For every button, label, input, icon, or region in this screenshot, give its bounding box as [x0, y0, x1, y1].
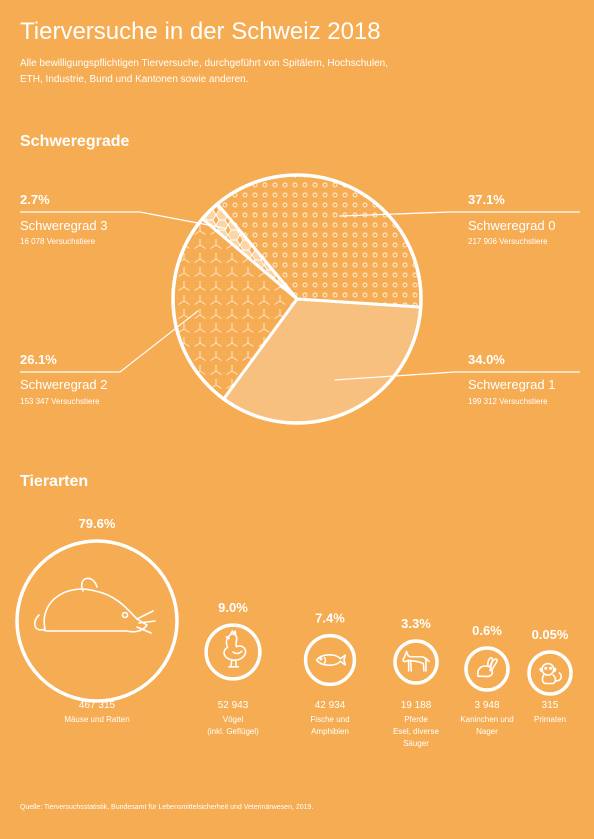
bubble-horse [393, 639, 439, 685]
bubble-bird [204, 623, 262, 681]
species-section-title: Tierarten [20, 473, 89, 490]
grade0-label: Schweregrad 0 [468, 218, 556, 233]
monkey-icon [539, 662, 563, 685]
horse-icon [402, 650, 430, 672]
bubble-rabbit [464, 646, 510, 692]
bubble-label-fish-line1: Fische und [310, 715, 349, 724]
bubble-percent-bird: 9.0% [218, 600, 248, 615]
bubble-percent-horse: 3.3% [401, 616, 431, 631]
bubble-label-primate-line1: Primaten [534, 715, 566, 724]
bubble-count-primate: 315 [542, 700, 559, 711]
rabbit-icon [476, 657, 498, 678]
bubble-percent-primate: 0.05% [532, 627, 569, 642]
bubble-label-horse-line2: Esel, diverse [393, 727, 439, 736]
bubble-count-rabbit: 3 948 [474, 700, 499, 711]
bubble-label-mouse-line1: Mäuse und Ratten [64, 715, 129, 724]
bubble-label-fish-line2: Amphibien [311, 727, 349, 736]
leader-grade1 [334, 371, 580, 381]
bubble-label-bird-line1: Vögel [223, 715, 244, 724]
bubble-percent-mouse: 79.6% [79, 516, 116, 531]
bubble-mouse [15, 539, 179, 703]
page-title: Tierversuche in der Schweiz 2018 [20, 18, 381, 45]
source-note: Quelle: Tierversuchsstatistik, Bundesamt… [20, 804, 314, 811]
fish-icon [315, 654, 347, 666]
leader-grade2 [20, 310, 199, 373]
bubble-primate [527, 650, 573, 696]
mouse-icon [33, 577, 156, 634]
bubble-count-fish: 42 934 [315, 700, 346, 711]
grade3-count: 16 078 Versuchstiere [20, 237, 96, 246]
pie-outline [171, 173, 423, 425]
bubble-label-bird-line2: (inkl. Geflügel) [207, 727, 259, 736]
grade3-label: Schweregrad 3 [20, 218, 108, 233]
grade2-label: Schweregrad 2 [20, 377, 108, 392]
chicken-icon [223, 630, 247, 668]
grade1-percent: 34.0% [468, 352, 505, 367]
bubble-label-rabbit-line2: Nager [476, 727, 498, 736]
severity-section-title: Schweregrade [20, 133, 130, 150]
grade1-label: Schweregrad 1 [468, 377, 556, 392]
grade1-count: 199 312 Versuchstiere [468, 397, 548, 406]
leader-grade3 [20, 211, 228, 230]
bubble-label-horse-line1: Pferde [404, 715, 428, 724]
bubble-count-mouse: 467 315 [79, 700, 116, 711]
bubble-percent-rabbit: 0.6% [472, 623, 502, 638]
bubble-count-horse: 19 188 [401, 700, 432, 711]
grade0-count: 217 906 Versuchstiere [468, 237, 548, 246]
bubble-percent-fish: 7.4% [315, 611, 345, 626]
leader-grade0 [339, 211, 580, 217]
grade3-percent: 2.7% [20, 192, 50, 207]
grade2-count: 153 347 Versuchstiere [20, 397, 100, 406]
grade0-percent: 37.1% [468, 192, 505, 207]
grade2-percent: 26.1% [20, 352, 57, 367]
bubble-fish [303, 633, 357, 687]
page-subtitle: Alle bewilligungspflichtigen Tierversuch… [20, 58, 388, 85]
bubble-count-bird: 52 943 [218, 700, 249, 711]
bubble-label-horse-line3: Säuger [403, 739, 429, 748]
bubble-label-rabbit-line1: Kaninchen und [460, 715, 513, 724]
